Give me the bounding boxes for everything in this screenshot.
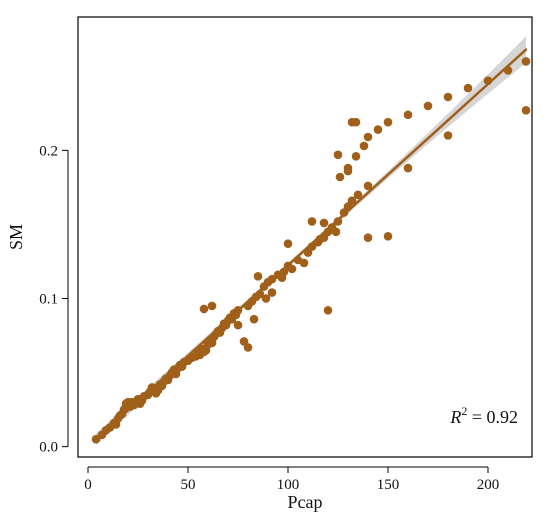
data-point	[383, 232, 393, 241]
x-tick-label: 150	[377, 477, 400, 493]
data-point	[239, 337, 249, 346]
data-point	[287, 264, 297, 274]
data-point	[91, 434, 101, 444]
x-axis-label: Pcap	[288, 492, 323, 512]
data-point	[521, 106, 531, 115]
y-axis: 0.0 0.1 0.2	[39, 143, 69, 456]
data-point	[351, 152, 361, 161]
data-point	[443, 92, 453, 102]
data-point	[319, 218, 329, 228]
r-squared-annotation: R2 = 0.92	[449, 404, 518, 427]
data-point	[277, 273, 287, 283]
data-point	[307, 242, 317, 251]
data-point	[335, 172, 345, 182]
x-tick-label: 200	[477, 477, 500, 493]
r-squared-superscript: 2	[461, 404, 467, 418]
data-point	[331, 227, 341, 237]
data-point	[463, 83, 473, 93]
data-point	[253, 272, 263, 281]
data-point	[363, 181, 373, 191]
x-tick-label: 50	[181, 477, 196, 493]
data-point	[323, 306, 333, 315]
x-tick-label: 100	[277, 477, 300, 493]
data-point	[373, 125, 383, 134]
data-point	[261, 294, 271, 303]
data-point	[403, 110, 413, 120]
data-point	[249, 314, 259, 324]
data-point	[333, 150, 343, 160]
x-tick-label: 0	[84, 477, 92, 493]
data-point	[333, 217, 343, 226]
data-point	[423, 101, 433, 111]
data-point	[267, 274, 277, 284]
y-tick-label: 0.2	[39, 143, 58, 159]
data-point	[233, 306, 243, 315]
y-tick-label: 0.0	[39, 440, 58, 456]
data-points-layer	[91, 57, 531, 444]
data-point	[483, 76, 493, 85]
x-axis: 0 50 100 150 200	[84, 466, 500, 493]
data-point	[403, 163, 413, 173]
data-point	[207, 301, 217, 311]
data-point	[343, 166, 353, 176]
data-point	[353, 190, 363, 200]
y-tick-label: 0.1	[39, 291, 58, 307]
data-point	[347, 196, 357, 205]
data-point	[267, 288, 277, 297]
data-point	[233, 320, 243, 330]
data-point	[351, 117, 361, 127]
data-point	[359, 141, 369, 151]
data-point	[307, 217, 317, 226]
plot-area-frame	[77, 16, 533, 458]
r-squared-value: = 0.92	[467, 407, 518, 427]
data-point	[443, 131, 453, 140]
data-point	[283, 239, 293, 248]
data-point	[255, 289, 265, 299]
data-point	[503, 66, 513, 75]
data-point	[199, 304, 209, 314]
data-point	[383, 117, 393, 127]
data-point	[315, 234, 325, 244]
y-axis-label: SM	[6, 224, 26, 250]
data-point	[363, 233, 373, 242]
data-point	[363, 132, 373, 142]
data-point	[521, 57, 531, 66]
r-squared-symbol: R	[449, 407, 461, 427]
data-point	[299, 258, 309, 268]
